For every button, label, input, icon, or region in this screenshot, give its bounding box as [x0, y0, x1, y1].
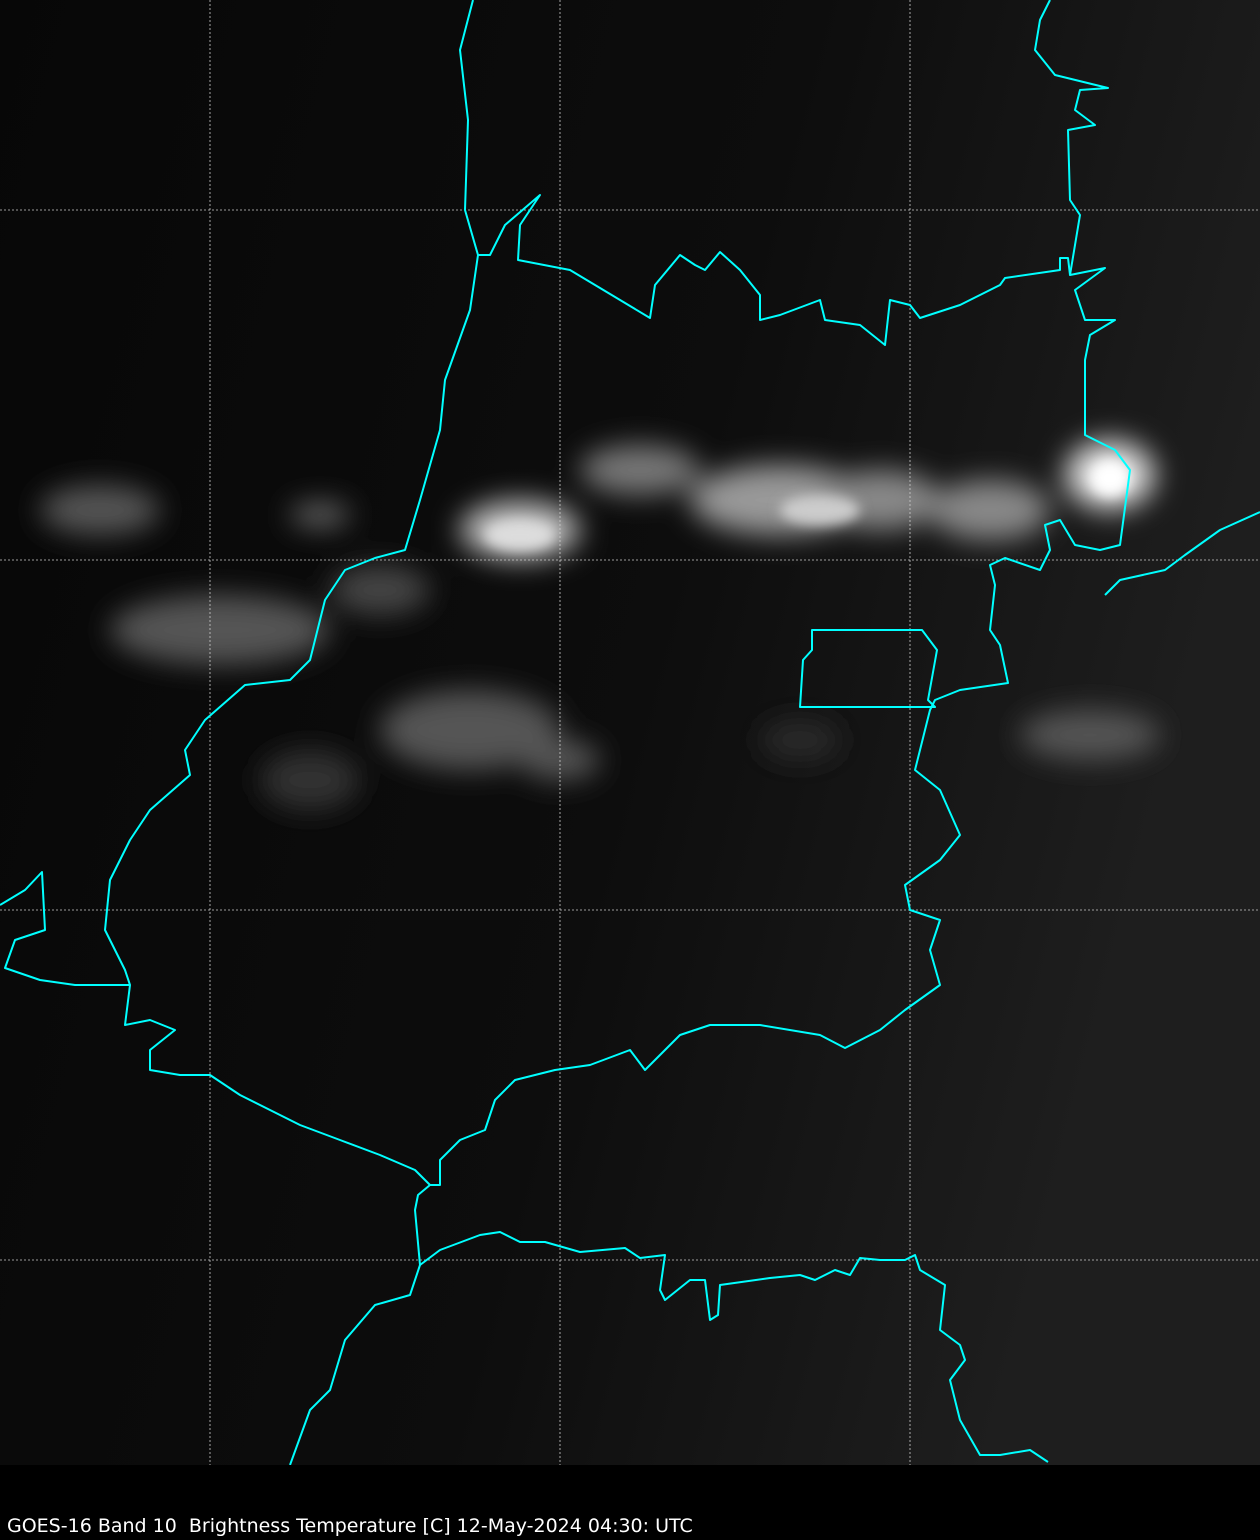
- border-line: [0, 871, 130, 986]
- state-borders: [0, 0, 1260, 1465]
- federal-district-border: [799, 629, 938, 708]
- graticule: [0, 0, 1260, 1465]
- border-line: [289, 1184, 431, 1465]
- border-line: [419, 1231, 1049, 1463]
- cloud-field: [40, 440, 1160, 810]
- border-line: [478, 194, 1071, 346]
- satellite-image: [0, 0, 1260, 1465]
- image-caption: GOES-16 Band 10 Brightness Temperature […: [7, 1515, 693, 1537]
- border-line: [104, 0, 1131, 1186]
- border-line: [1104, 511, 1260, 596]
